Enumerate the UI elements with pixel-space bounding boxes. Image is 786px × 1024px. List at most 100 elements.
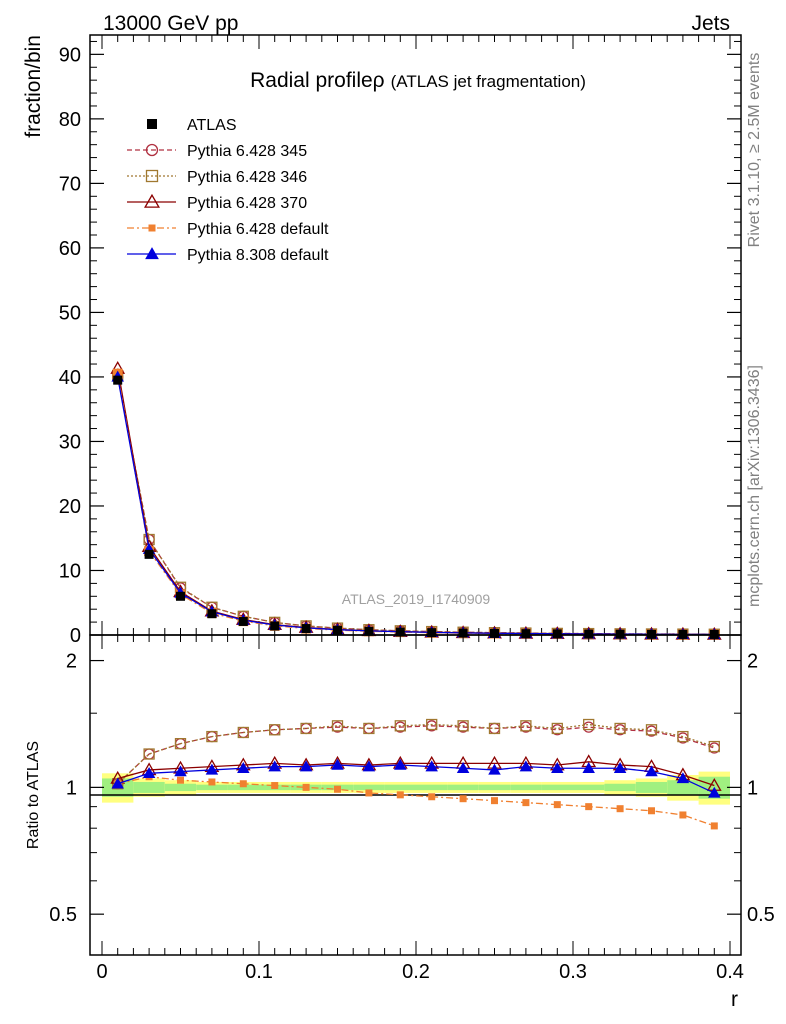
legend-marker: [145, 247, 159, 260]
chart-title-symbol: ρ: [373, 69, 385, 92]
legend-item-pythia-6-428-default: Pythia 6.428 default: [127, 221, 329, 238]
x-tick-label: 0.2: [402, 961, 430, 983]
ratio-y-tick-label-right: 2: [747, 651, 758, 673]
ratio-panel: Ratio to ATLAS 0.5 0.5 1 1 2 2 0 0.1 0.2 0.3 0.4 r: [25, 634, 775, 1011]
ratio-point-pythia-6-428-346: [174, 737, 187, 750]
main-point-atlas: [144, 549, 154, 559]
ratio-band-inner: [133, 781, 165, 793]
main-point-atlas: [301, 624, 311, 634]
ratio-band-inner: [416, 784, 448, 791]
legend-marker: [144, 193, 160, 208]
ratio-point-pythia-8-308-default: [142, 767, 156, 778]
ratio-point-pythia-6-428-default: [459, 795, 467, 803]
ratio-y-tick-label: 1: [66, 777, 77, 799]
chart-title-main: Radial profile: [250, 69, 373, 92]
main-point-atlas: [176, 591, 185, 601]
ratio-point-pythia-6-428-346: [363, 722, 375, 735]
ratio-y-tick-label: 2: [66, 651, 77, 673]
main-y-axis-label: fraction/bin: [22, 35, 45, 138]
ratio-point-pythia-6-428-346: [614, 722, 626, 735]
ratio-band-inner: [478, 784, 511, 791]
ratio-point-pythia-6-428-346: [645, 724, 658, 736]
ratio-point-pythia-6-428-default: [522, 799, 530, 807]
ratio-point-pythia-6-428-default: [710, 822, 718, 830]
ratio-band-inner: [510, 784, 542, 791]
watermark: ATLAS_2019_I1740909: [342, 591, 491, 607]
main-point-atlas: [427, 628, 437, 638]
legend-item-pythia-6-428-370: Pythia 6.428 370: [127, 193, 307, 212]
ratio-point-pythia-8-308-default: [582, 762, 595, 773]
ratio-point-pythia-6-428-default: [365, 789, 373, 797]
main-point-atlas: [458, 628, 468, 638]
main-y-tick-label: 70: [59, 173, 81, 195]
ratio-line-pythia-8-308-default: [117, 764, 715, 794]
ratio-point-pythia-8-308-default: [613, 762, 627, 773]
ratio-point-pythia-8-308-default: [425, 760, 438, 772]
ratio-point-pythia-6-428-default: [334, 785, 341, 793]
legend-label: Pythia 6.428 370: [187, 195, 307, 212]
ratio-band-inner: [573, 784, 605, 791]
main-y-tick-label: 30: [59, 431, 81, 453]
ratio-band-inner: [447, 784, 479, 791]
header-right: Jets: [691, 12, 730, 35]
main-point-atlas: [584, 629, 594, 639]
legend-item-pythia-8-308-default: Pythia 8.308 default: [127, 247, 329, 264]
main-y-tick-label: 40: [59, 367, 81, 389]
legend-label: Pythia 8.308 default: [187, 247, 329, 264]
ratio-band-inner: [164, 783, 197, 792]
ratio-point-pythia-8-308-default: [488, 763, 501, 775]
x-tick-label: 0.3: [559, 961, 587, 983]
main-point-atlas: [490, 628, 499, 638]
ratio-point-pythia-6-428-346: [331, 720, 344, 732]
main-y-tick-label: 60: [59, 238, 81, 260]
main-point-atlas: [552, 629, 562, 639]
ratio-point-pythia-6-428-346: [143, 748, 155, 760]
ratio-point-pythia-6-428-default: [302, 783, 310, 791]
ratio-y-tick-label: 0.5: [49, 904, 77, 926]
ratio-point-pythia-8-308-default: [111, 777, 124, 789]
ratio-point-pythia-6-428-default: [491, 797, 498, 805]
main-y-tick-label: 10: [59, 560, 81, 582]
main-y-tick-label: 20: [59, 496, 81, 518]
main-panel: fraction/bin Radial profileρ (ATLAS jet f…: [22, 34, 742, 647]
ratio-point-pythia-6-428-346: [300, 722, 312, 735]
x-tick-label: 0.1: [245, 961, 273, 983]
ratio-point-pythia-6-428-346: [677, 730, 689, 743]
ratio-series-pythia-6-428-345: [112, 720, 720, 790]
main-point-atlas: [521, 629, 531, 639]
legend-label: Pythia 6.428 346: [187, 169, 307, 186]
ratio-point-pythia-8-308-default: [551, 762, 564, 773]
legend: ATLAS Pythia 6.428 345 Pythia 6.428 346 Pyt…: [127, 117, 329, 264]
ratio-band-inner: [667, 780, 699, 795]
ratio-band-inner: [227, 784, 259, 791]
ratio-point-pythia-6-428-346: [237, 726, 249, 739]
legend-label: Pythia 6.428 345: [187, 143, 307, 160]
ratio-point-pythia-6-428-346: [269, 724, 281, 736]
ratio-point-pythia-8-308-default: [331, 758, 344, 770]
header-left: 13000 GeV pp: [103, 12, 238, 35]
ratio-band-inner: [635, 781, 668, 793]
ratio-series-pythia-8-308-default: [111, 758, 721, 798]
main-y-tick-label: 80: [59, 109, 81, 131]
ratio-point-pythia-6-428-default: [177, 776, 184, 784]
main-y-tick-label: 50: [59, 302, 81, 324]
ratio-point-pythia-8-308-default: [519, 760, 533, 772]
rivet-label: Rivet 3.1.10, ≥ 2.5M events: [746, 53, 763, 248]
legend-label: Pythia 6.428 default: [187, 221, 329, 238]
ratio-point-pythia-8-308-default: [237, 762, 250, 773]
x-tick-label: 0: [96, 961, 107, 983]
main-point-atlas: [207, 609, 217, 619]
ratio-band-inner: [196, 784, 228, 791]
ratio-band-inner: [541, 784, 573, 791]
ratio-band-inner: [353, 784, 385, 791]
x-tick-label: 0.4: [716, 961, 744, 983]
legend-item-pythia-6-428-346: Pythia 6.428 346: [127, 169, 307, 186]
ratio-point-pythia-6-428-default: [396, 791, 404, 799]
ratio-point-pythia-6-428-346: [457, 720, 469, 732]
ratio-point-pythia-6-428-default: [679, 811, 687, 819]
ratio-point-pythia-8-308-default: [645, 765, 658, 777]
ratio-point-pythia-6-428-346: [551, 722, 563, 735]
main-point-atlas: [270, 621, 280, 631]
ratio-band-inner: [384, 784, 416, 791]
